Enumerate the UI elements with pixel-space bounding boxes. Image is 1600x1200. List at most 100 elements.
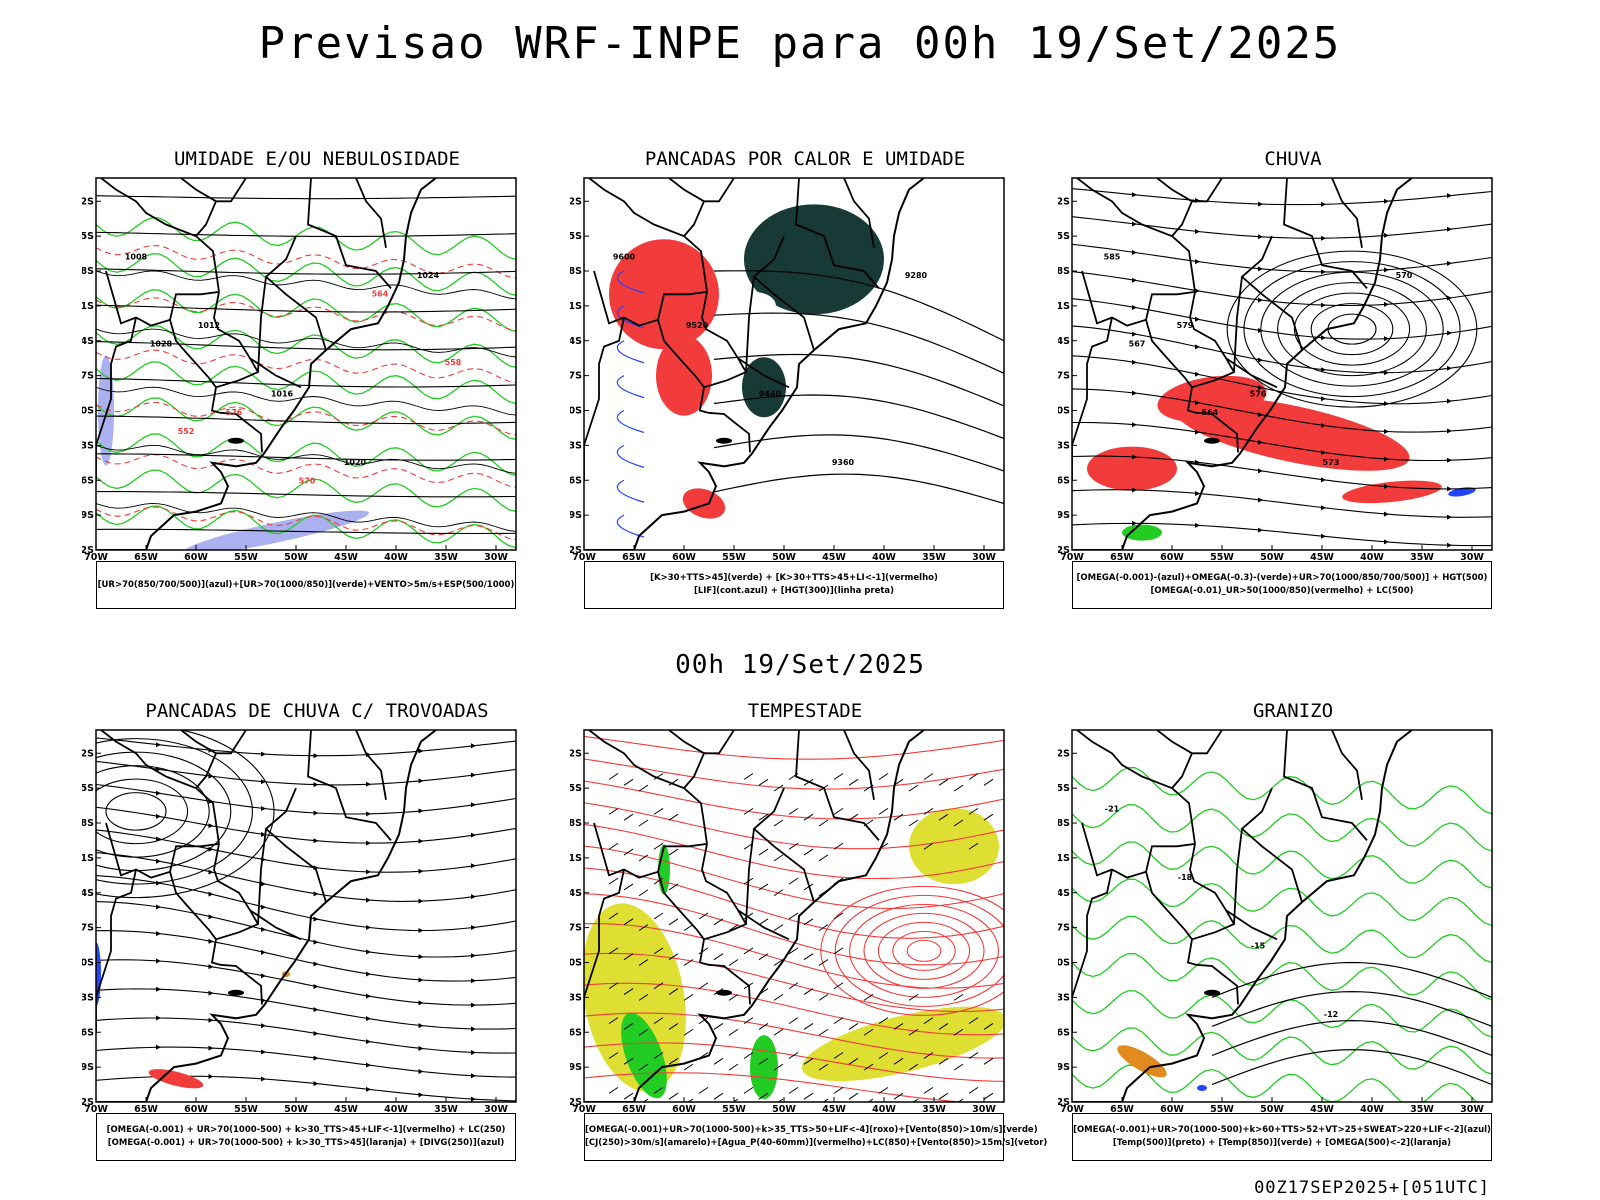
lat-tick-label: 39S [82,1062,94,1073]
lon-tick-label: 40W [872,552,896,563]
lon-tick-label: 50W [1260,552,1284,563]
lat-tick-label: 21S [82,301,94,312]
lon-tick-label: 60W [1160,552,1184,563]
lat-tick-label: 18S [82,266,94,277]
lat-tick-label: 12S [570,748,582,759]
lat-tick-label: 30S [570,958,582,969]
lon-tick-label: 60W [672,1104,696,1115]
lon-tick-label: 45W [822,1104,846,1115]
contour-label: 9440 [759,390,782,399]
lat-tick-label: 21S [82,853,94,864]
lat-tick-label: 24S [82,336,94,347]
lon-tick-label: 40W [384,1104,408,1115]
panel-title: PANCADAS DE CHUVA C/ TROVOADAS [145,700,489,722]
map-panel-pancadas-trovoadas: PANCADAS DE CHUVA C/ TROVOADAS 12S 15S 18S 2… [82,700,552,1175]
contour-label: 576 [226,408,243,417]
lon-tick-label: 70W [1060,1104,1084,1115]
lat-tick-label: 21S [570,301,582,312]
lat-tick-label: 39S [570,510,582,521]
lon-tick-label: 65W [1110,552,1134,563]
lat-tick-label: 42S [1058,1097,1070,1108]
legend-line: [OMEGA(-0.001)+UR>70(1000-500)+k>35_TTS>… [585,1125,1038,1135]
map-layers [609,204,1004,538]
lat-tick-label: 18S [1058,818,1070,829]
lon-tick-label: 55W [234,552,258,563]
map-panel-granizo: GRANIZO -21 -18 -15 -12 12S 15S 18S 21S 24S 27S 30S… [1058,700,1528,1175]
lon-tick-label: 35W [922,552,946,563]
lat-tick-label: 30S [1058,958,1070,969]
lon-tick-label: 65W [134,1104,158,1115]
lon-tick-label: 40W [872,1104,896,1115]
lon-tick-label: 65W [622,1104,646,1115]
political-boundaries [584,178,925,550]
lat-tick-label: 36S [82,475,94,486]
lat-tick-label: 15S [1058,231,1070,242]
contour-label: 1016 [271,390,294,399]
legend-line: [OMEGA(-0.001) + UR>70(1000-500) + k>30_… [106,1125,506,1135]
legend-line: [Temp(500)](preto) + [Temp(850)](verde) … [1112,1138,1452,1148]
map-panel-chuva: CHUVA 585 579 576 573 570 567 564 12S 15S 18S 21S 24… [1058,148,1528,623]
lat-tick-label: 24S [82,888,94,899]
lat-tick-label: 39S [1058,510,1070,521]
valid-time-label: 00h 19/Set/2025 [675,650,925,680]
lon-tick-label: 30W [1460,552,1484,563]
contour-label: 570 [299,477,316,486]
lat-tick-label: 33S [82,992,94,1003]
lat-tick-label: 21S [1058,853,1070,864]
lat-tick-label: 36S [570,475,582,486]
map-layers [1072,766,1492,1102]
lat-tick-label: 36S [570,1027,582,1038]
lat-tick-label: 30S [82,406,94,417]
political-boundaries [1072,730,1413,1102]
contour-label: 576 [1250,390,1267,399]
lat-tick-label: 12S [1058,748,1070,759]
lon-tick-label: 65W [1110,1104,1134,1115]
lat-tick-label: 42S [570,1097,582,1108]
lon-tick-label: 50W [284,552,308,563]
lat-tick-label: 27S [82,371,94,382]
lon-tick-label: 70W [1060,552,1084,563]
lon-tick-label: 40W [1360,1104,1384,1115]
lat-tick-label: 12S [570,196,582,207]
lat-tick-label: 15S [82,783,94,794]
lat-tick-label: 18S [570,818,582,829]
legend-line: [OMEGA(-0.001)-(azul)+OMEGA(-0.3)-(verde… [1076,573,1488,583]
lon-tick-label: 60W [184,552,208,563]
political-boundaries [96,178,437,550]
lat-tick-label: 42S [1058,545,1070,556]
map-pancadas-trovoadas: 12S 15S 18S 21S 24S 27S 30S 33S 36S 39S 42S70W 65W 6… [82,729,517,1115]
political-boundaries [96,730,437,1102]
lat-tick-label: 30S [1058,406,1070,417]
contour-label: 1020 [344,458,367,467]
lat-tick-label: 42S [82,545,94,556]
contour-label: 567 [1129,340,1146,349]
contour-label: -18 [1178,873,1193,882]
lat-tick-label: 33S [1058,992,1070,1003]
lat-tick-label: 39S [1058,1062,1070,1073]
lon-tick-label: 70W [84,1104,108,1115]
panel-title: CHUVA [1264,148,1322,170]
lon-tick-label: 60W [672,552,696,563]
panel-title: GRANIZO [1252,700,1334,722]
lon-tick-label: 55W [1210,552,1234,563]
lon-tick-label: 45W [334,552,358,563]
lon-tick-label: 35W [1410,1104,1434,1115]
contour-label: -21 [1105,804,1120,813]
lon-tick-label: 70W [84,552,108,563]
contour-label: -12 [1324,1010,1338,1019]
lat-tick-label: 15S [570,231,582,242]
lon-tick-label: 45W [822,552,846,563]
lat-tick-label: 18S [570,266,582,277]
lon-tick-label: 65W [622,552,646,563]
lat-tick-label: 21S [570,853,582,864]
contour-label: 552 [178,427,195,436]
lon-tick-label: 50W [772,552,796,563]
legend-box: [OMEGA(-0.001)+UR>70(1000-500)+k>35_TTS>… [584,1113,1047,1161]
lon-tick-label: 40W [1360,552,1384,563]
contour-label: 579 [1177,321,1194,330]
lat-tick-label: 42S [570,545,582,556]
lat-tick-label: 12S [1058,196,1070,207]
lon-tick-label: 30W [972,1104,996,1115]
legend-box: [OMEGA(-0.001)+UR>70(1000-500)+k>60+TTS>… [1072,1113,1492,1161]
lat-tick-label: 27S [1058,371,1070,382]
